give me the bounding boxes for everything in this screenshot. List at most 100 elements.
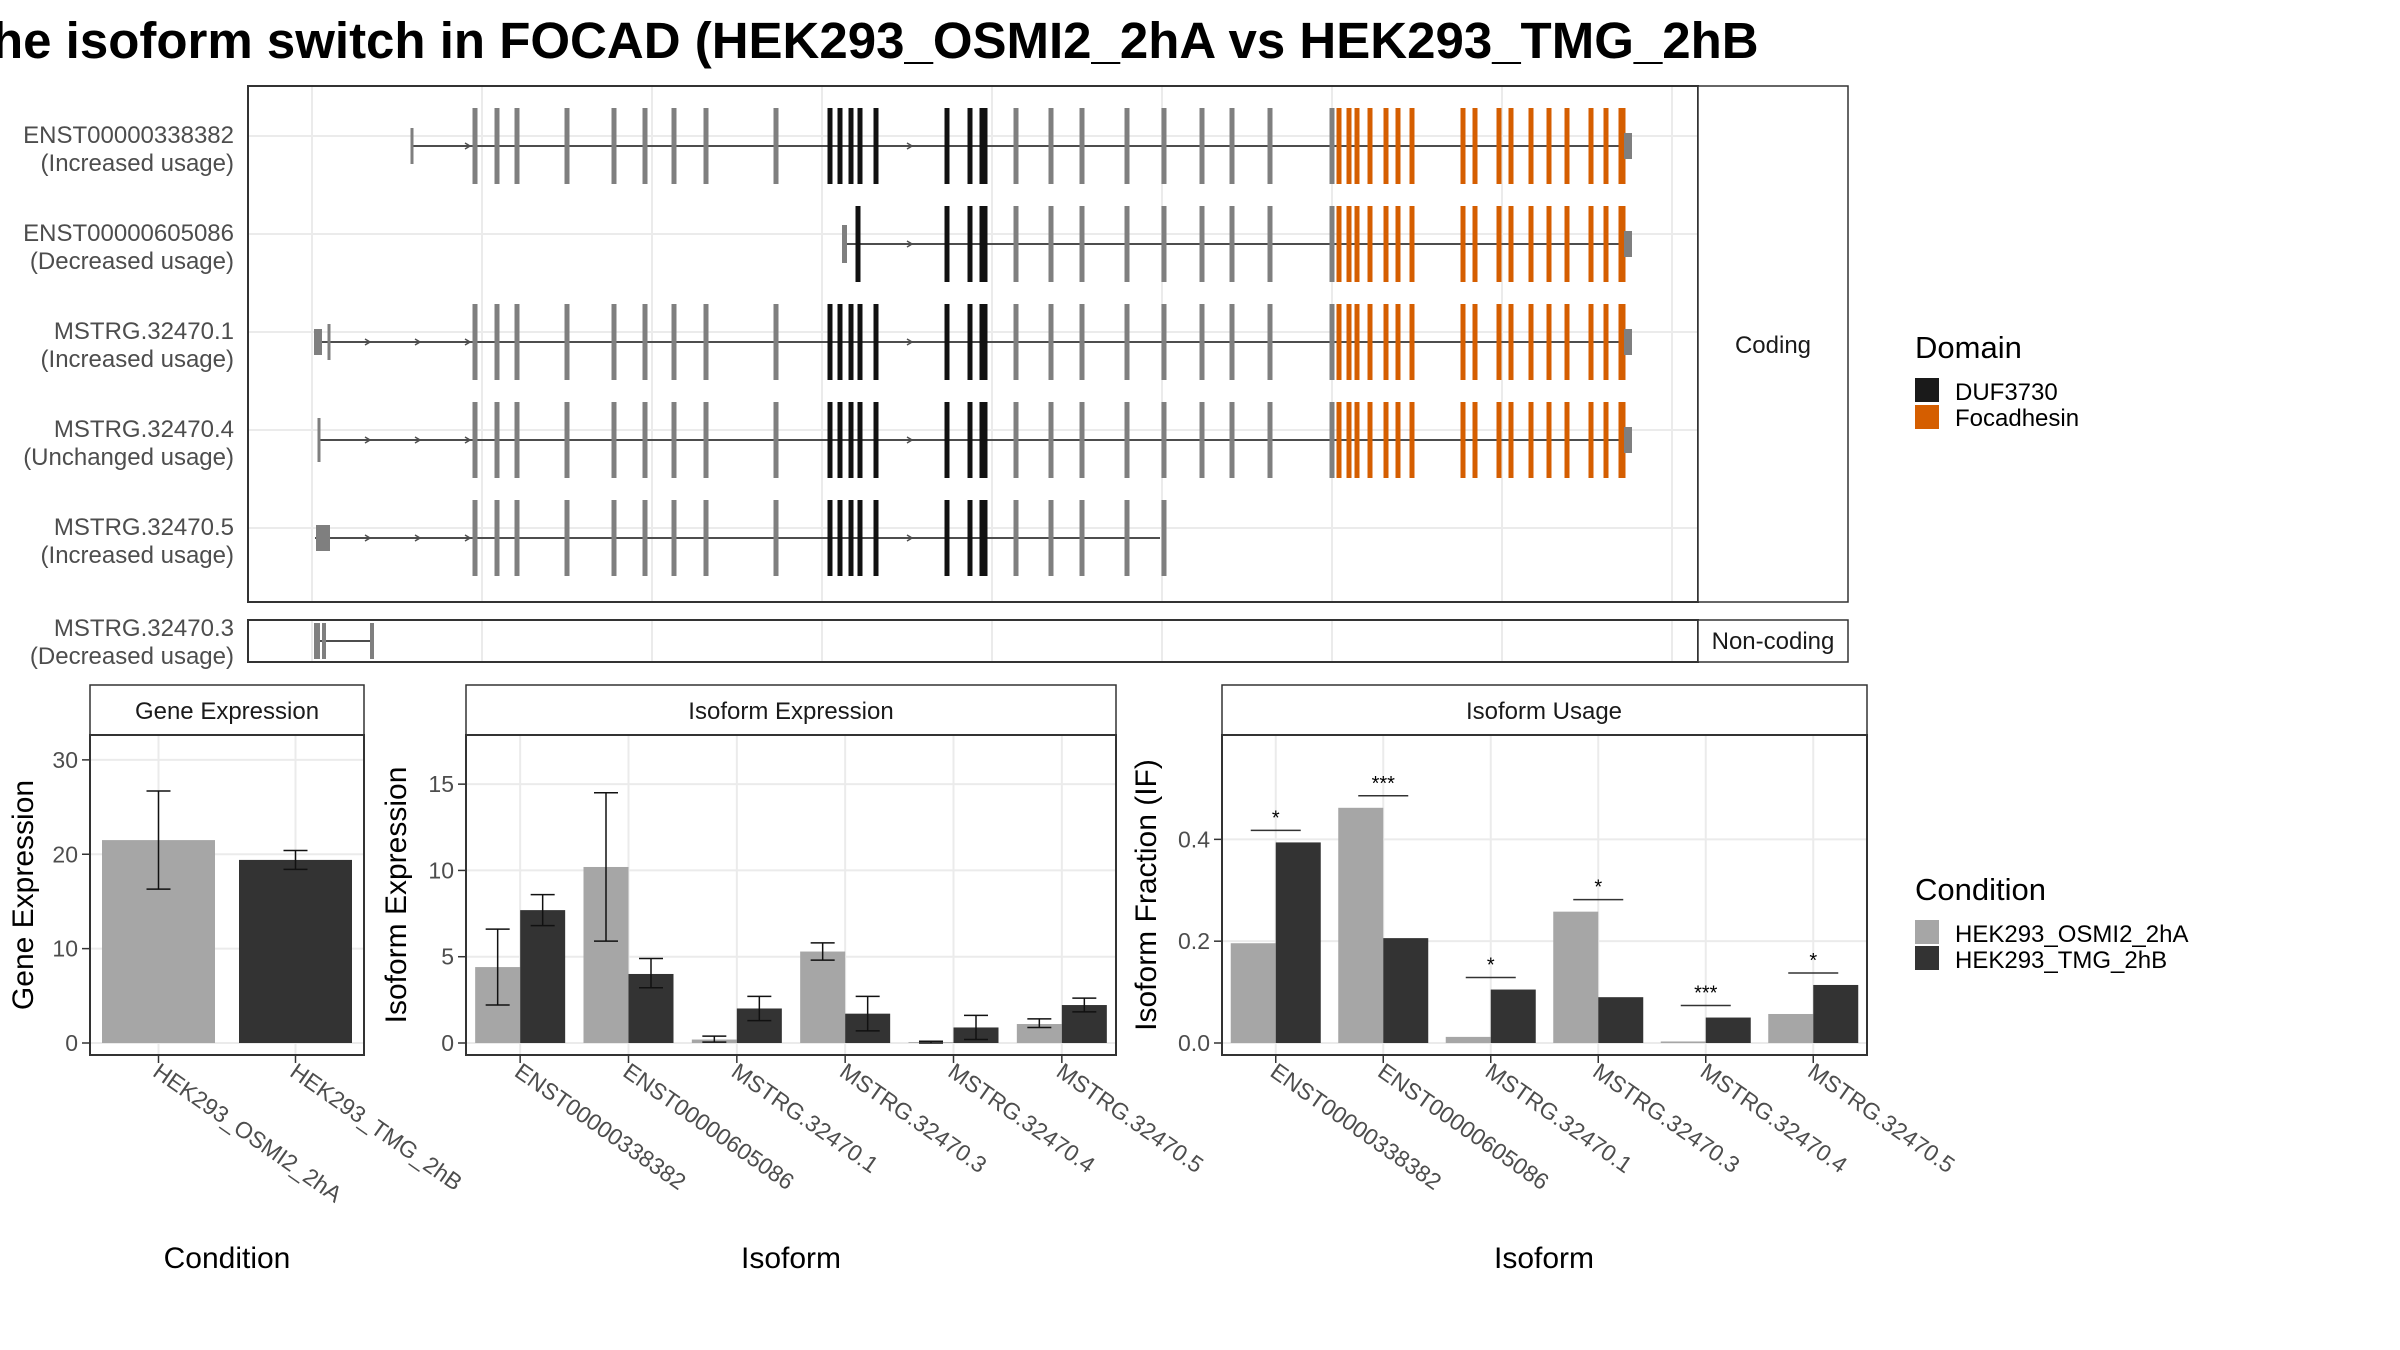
isoform-usage-xlabel: Isoform [1494, 1242, 1594, 1275]
exon-block [1367, 108, 1373, 184]
isoform-label-id: ENST00000605086 [23, 220, 234, 247]
legend-swatch-duf3730 [1915, 378, 1939, 402]
exon-block [1048, 304, 1054, 380]
exon-block [842, 225, 847, 263]
exon-block [642, 304, 648, 380]
exon-block [611, 304, 617, 380]
exon-block [1409, 402, 1415, 478]
noncoding-panel-bg [247, 619, 1699, 663]
exon-block [1472, 304, 1478, 380]
isoform-structure-panel: Coding Non-coding ENST00000338382 (Incre… [23, 85, 1849, 670]
exon-block [1229, 304, 1235, 380]
bar [1016, 1024, 1062, 1043]
exon-block [1588, 206, 1594, 282]
exon-block [944, 500, 950, 576]
coding-panel-bg [247, 85, 1699, 603]
exon-block [1124, 402, 1130, 478]
exon-block [1048, 402, 1054, 478]
gene-expression-ylabel: Gene Expression [7, 780, 40, 1010]
isoform-expression-panel: Isoform Expression 051015ENST00000338382… [380, 684, 1208, 1275]
exon-block [979, 304, 985, 380]
exon-block [982, 402, 988, 478]
y-tick-label: 0 [441, 1030, 454, 1056]
significance-label: *** [1372, 773, 1396, 795]
direction-arrow [906, 338, 914, 346]
exon-block [1079, 304, 1085, 380]
exon-block [1161, 304, 1167, 380]
isoform-label-id: MSTRG.32470.1 [54, 318, 234, 345]
bar [1383, 938, 1429, 1043]
exon-block [1367, 206, 1373, 282]
coding-strip-label: Coding [1735, 332, 1811, 359]
exon-block [1395, 108, 1401, 184]
figure-title: he isoform switch in FOCAD (HEK293_OSMI2… [0, 12, 1759, 69]
exon-block [494, 304, 500, 380]
direction-arrow [364, 436, 372, 444]
exon-block [1528, 402, 1534, 478]
bar [1813, 984, 1859, 1043]
direction-arrow [414, 534, 422, 542]
exon-block [1496, 108, 1502, 184]
exon-block [514, 108, 520, 184]
bar [1275, 842, 1321, 1043]
exon-block [873, 402, 879, 478]
direction-arrow [464, 338, 472, 346]
significance-label: * [1487, 955, 1495, 977]
exon-block [1079, 206, 1085, 282]
exon-block [1199, 402, 1205, 478]
exon-block [472, 108, 478, 184]
exon-block [773, 304, 779, 380]
exon-block [1161, 206, 1167, 282]
exon-block [1229, 108, 1235, 184]
exon-block [1229, 206, 1235, 282]
exon-block [1546, 304, 1552, 380]
y-tick-label: 0.2 [1178, 928, 1210, 954]
exon-block [967, 304, 973, 380]
y-tick-label: 0.4 [1178, 826, 1210, 852]
exon-block [1329, 108, 1335, 184]
domain-legend-title: Domain [1915, 330, 2022, 365]
exon-block [1603, 402, 1609, 478]
exon-block [827, 108, 833, 184]
exon-block [982, 108, 988, 184]
legend-label-duf3730: DUF3730 [1955, 379, 2058, 406]
exon-block [1528, 304, 1534, 380]
y-tick-label: 20 [52, 841, 78, 867]
exon-block [773, 402, 779, 478]
exon-block [1564, 304, 1570, 380]
isoform-label-id: MSTRG.32470.3 [54, 615, 234, 642]
noncoding-strip-label: Non-coding [1712, 628, 1835, 655]
exon-block [564, 304, 570, 380]
exon-block [979, 402, 985, 478]
structure-grid [249, 87, 1697, 661]
exon-block [1161, 500, 1167, 576]
bar [1230, 943, 1276, 1043]
exon-block [944, 402, 950, 478]
exon-block [671, 108, 677, 184]
exon-block [642, 402, 648, 478]
exon-block [857, 402, 863, 478]
bar [1598, 997, 1644, 1043]
exon-block [494, 402, 500, 478]
exon-block [703, 108, 709, 184]
exon-block [1564, 206, 1570, 282]
direction-arrow [906, 240, 914, 248]
exon-block [848, 402, 854, 478]
exon-block [1079, 500, 1085, 576]
isoform-expression-strip-label: Isoform Expression [688, 698, 893, 725]
y-tick-label: 30 [52, 747, 78, 773]
exon-block [1409, 108, 1415, 184]
exon-block [1546, 402, 1552, 478]
exon-block [1395, 304, 1401, 380]
y-tick-label: 5 [441, 944, 454, 970]
exon-block [1079, 402, 1085, 478]
isoform-usage-strip-label: Isoform Usage [1466, 698, 1622, 725]
legend-label-focadhesin: Focadhesin [1955, 405, 2079, 432]
exon-block [873, 500, 879, 576]
exon-block [1409, 304, 1415, 380]
isoform-expression-ylabel: Isoform Expression [380, 767, 413, 1024]
exon-block [642, 500, 648, 576]
exon-block [1460, 108, 1466, 184]
exon-block [1603, 108, 1609, 184]
isoform-label-id: MSTRG.32470.5 [54, 514, 234, 541]
